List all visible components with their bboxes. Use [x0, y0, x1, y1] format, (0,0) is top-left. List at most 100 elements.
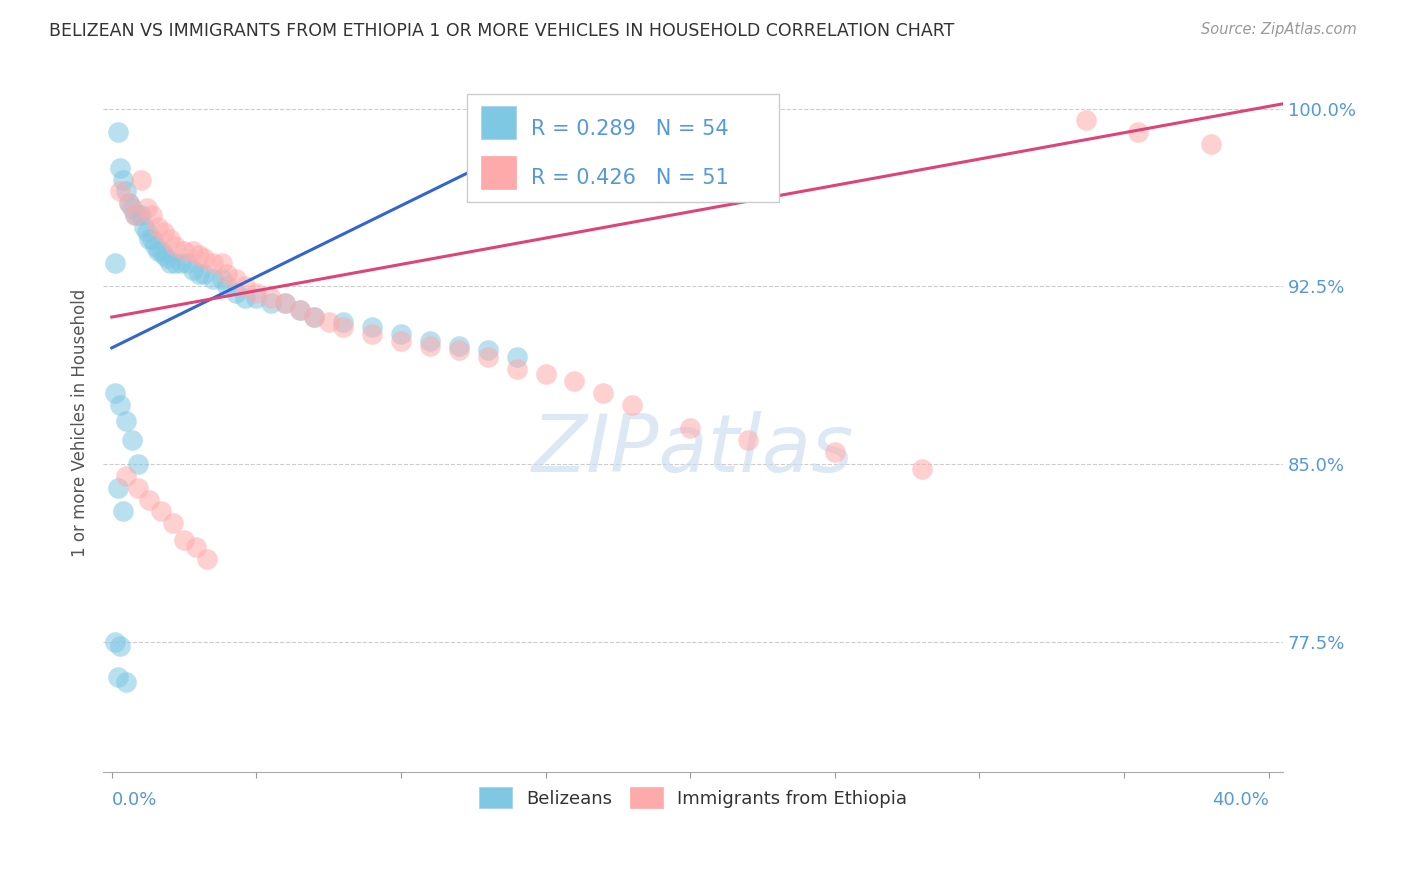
Point — [104, 634, 127, 648]
Point — [1199, 137, 1222, 152]
Point — [153, 225, 176, 239]
Point — [184, 540, 207, 554]
Point — [146, 220, 169, 235]
Point — [288, 302, 311, 317]
Point — [1128, 125, 1150, 139]
Point — [165, 239, 187, 253]
Point — [141, 232, 163, 246]
Point — [104, 385, 127, 400]
Point — [107, 481, 129, 495]
Point — [129, 208, 152, 222]
Point — [389, 326, 412, 341]
Point — [318, 315, 340, 329]
Bar — [481, 106, 516, 139]
Point — [288, 302, 311, 317]
Point — [115, 185, 138, 199]
Point — [110, 161, 132, 175]
Point — [181, 244, 204, 258]
Point — [176, 255, 198, 269]
Point — [621, 398, 644, 412]
Point — [127, 208, 149, 222]
Point — [419, 334, 441, 348]
Point — [679, 421, 702, 435]
Point — [217, 279, 239, 293]
Point — [127, 457, 149, 471]
Point — [127, 481, 149, 495]
Point — [159, 255, 181, 269]
Point — [193, 251, 215, 265]
Point — [181, 262, 204, 277]
Point — [737, 434, 759, 448]
Point — [910, 461, 932, 475]
Point — [260, 296, 283, 310]
Point — [121, 201, 143, 215]
Point — [132, 220, 155, 235]
Legend: Belizeans, Immigrants from Ethiopia: Belizeans, Immigrants from Ethiopia — [472, 780, 914, 815]
Point — [170, 255, 193, 269]
Point — [118, 196, 141, 211]
Bar — [481, 156, 516, 189]
Point — [124, 208, 146, 222]
Point — [159, 232, 181, 246]
Point — [135, 201, 157, 215]
Point — [302, 310, 325, 324]
Point — [477, 351, 499, 365]
Text: Source: ZipAtlas.com: Source: ZipAtlas.com — [1201, 22, 1357, 37]
Point — [146, 244, 169, 258]
Point — [138, 232, 160, 246]
Point — [245, 286, 267, 301]
Point — [141, 208, 163, 222]
Point — [110, 640, 132, 654]
Point — [211, 272, 233, 286]
Point — [104, 255, 127, 269]
Point — [110, 398, 132, 412]
Point — [419, 338, 441, 352]
Point — [217, 268, 239, 282]
Point — [149, 244, 172, 258]
Text: R = 0.426   N = 51: R = 0.426 N = 51 — [531, 169, 730, 188]
Text: R = 0.289   N = 54: R = 0.289 N = 54 — [531, 119, 730, 138]
Point — [274, 296, 297, 310]
Point — [107, 670, 129, 684]
Point — [135, 225, 157, 239]
Point — [477, 343, 499, 358]
Y-axis label: 1 or more Vehicles in Household: 1 or more Vehicles in Household — [72, 288, 89, 557]
Text: ZIPatlas: ZIPatlas — [531, 411, 853, 490]
Point — [149, 504, 172, 518]
Point — [118, 196, 141, 211]
Point — [165, 255, 187, 269]
Point — [107, 125, 129, 139]
Point — [225, 272, 247, 286]
Point — [824, 445, 846, 459]
Point — [115, 468, 138, 483]
Point — [143, 239, 166, 253]
FancyBboxPatch shape — [467, 94, 779, 202]
Point — [225, 286, 247, 301]
Point — [389, 334, 412, 348]
Point — [187, 268, 209, 282]
Point — [187, 248, 209, 262]
Point — [245, 291, 267, 305]
Point — [332, 315, 354, 329]
Point — [332, 319, 354, 334]
Point — [129, 172, 152, 186]
Text: 0.0%: 0.0% — [112, 791, 157, 809]
Point — [564, 374, 586, 388]
Point — [505, 362, 527, 376]
Point — [202, 255, 225, 269]
Point — [173, 533, 195, 547]
Text: 40.0%: 40.0% — [1212, 791, 1268, 809]
Point — [112, 172, 135, 186]
Point — [361, 319, 384, 334]
Point — [138, 492, 160, 507]
Point — [505, 351, 527, 365]
Point — [121, 434, 143, 448]
Point — [124, 208, 146, 222]
Point — [233, 291, 256, 305]
Point — [447, 338, 470, 352]
Point — [115, 675, 138, 690]
Point — [302, 310, 325, 324]
Point — [202, 272, 225, 286]
Point — [195, 551, 218, 566]
Point — [447, 343, 470, 358]
